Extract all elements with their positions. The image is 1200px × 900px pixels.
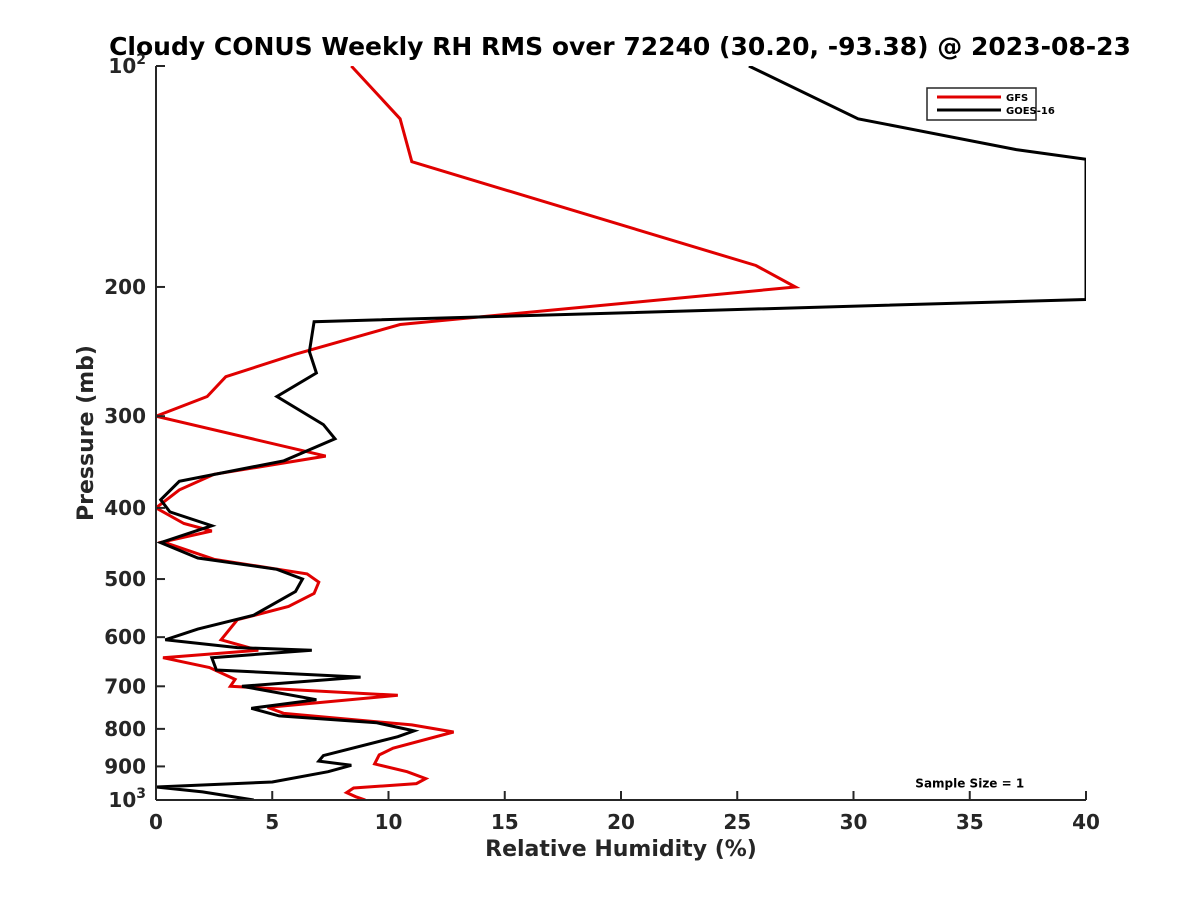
- y-tick-label-exponent: 3: [136, 786, 146, 802]
- y-tick-label: 102: [108, 52, 146, 78]
- plot-background: [156, 66, 1086, 800]
- x-tick-label: 5: [265, 810, 279, 834]
- legend: GFS GOES-16: [926, 87, 1055, 121]
- legend-box: [926, 87, 1037, 121]
- y-tick-label: 800: [104, 717, 146, 741]
- sample-size-annotation: Sample Size = 1: [915, 777, 1024, 791]
- x-tick-label: 35: [956, 810, 984, 834]
- series-line-goes-16: [156, 66, 1086, 800]
- y-tick-label-base: 10: [108, 788, 136, 812]
- y-tick-label: 700: [104, 674, 146, 698]
- x-tick-label: 15: [491, 810, 519, 834]
- chart-title: Cloudy CONUS Weekly RH RMS over 72240 (3…: [109, 32, 1131, 61]
- y-tick-label: 600: [104, 625, 146, 649]
- legend-label-gfs: GFS: [1006, 93, 1028, 104]
- x-tick-label: 0: [149, 810, 163, 834]
- y-tick-label: 500: [104, 567, 146, 591]
- x-tick-label: 20: [607, 810, 635, 834]
- y-tick-label-base: 10: [108, 54, 136, 78]
- plot-area: 0 5 10 15 20 25 30 35 40102200300400500600700800…: [104, 52, 1100, 834]
- ticks-layer: 0 5 10 15 20 25 30 35 40102200300400500600700800…: [104, 52, 1100, 834]
- y-tick-label-exponent: 2: [136, 52, 146, 68]
- x-tick-label: 40: [1072, 810, 1100, 834]
- x-tick-label: 30: [840, 810, 868, 834]
- series-line-gfs: [156, 66, 801, 800]
- y-tick-label: 400: [104, 496, 146, 520]
- x-tick-label: 25: [723, 810, 751, 834]
- y-tick-label: 103: [108, 786, 146, 812]
- y-tick-label: 900: [104, 754, 146, 778]
- x-axis-label: Relative Humidity (%): [485, 837, 757, 862]
- x-tick-label: 10: [375, 810, 403, 834]
- y-tick-label: 300: [104, 404, 146, 428]
- annotations: Sample Size = 1: [915, 777, 1024, 791]
- y-axis-label: Pressure (mb): [74, 345, 99, 521]
- y-tick-label: 200: [104, 275, 146, 299]
- legend-label-goes-16: GOES-16: [1006, 106, 1055, 117]
- series-layer: [156, 66, 1086, 800]
